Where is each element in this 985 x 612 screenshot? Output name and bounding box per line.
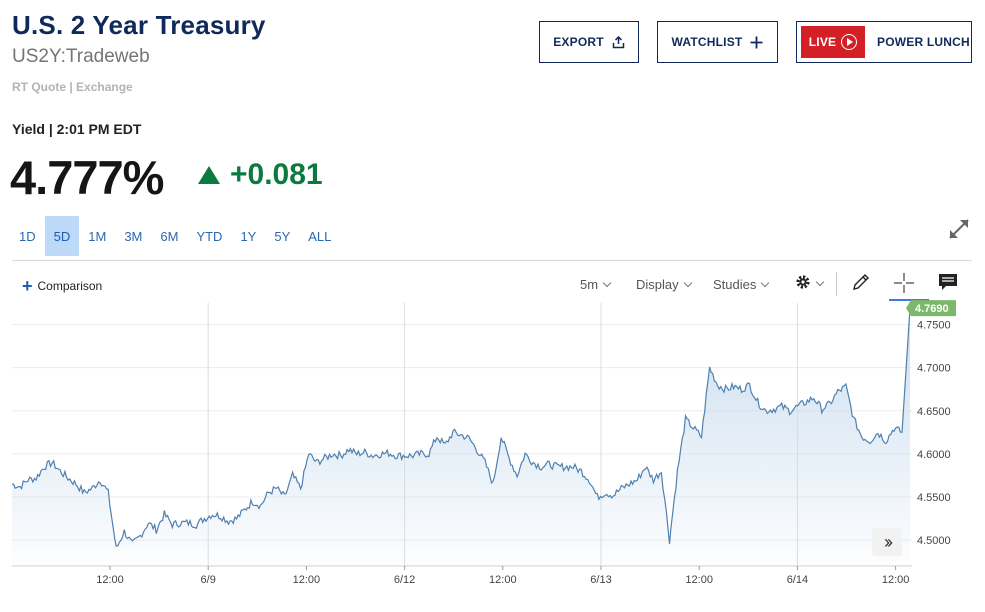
x-tick-label: 12:00 — [882, 574, 910, 586]
interval-label: 5m — [580, 277, 599, 292]
y-tick-label: 4.7000 — [917, 363, 951, 375]
display-label: Display — [636, 277, 679, 292]
range-5y[interactable]: 5Y — [274, 228, 291, 244]
x-tick-label: 6/9 — [201, 574, 216, 586]
chevron-down-icon — [761, 278, 770, 288]
studies-label: Studies — [713, 277, 757, 292]
play-icon — [841, 34, 858, 50]
price-chart[interactable]: 4.5000 4.5500 4.6000 4.6500 4.7000 4.7500 12:… — [0, 300, 985, 590]
page-title: U.S. 2 Year Treasury — [12, 10, 266, 40]
x-tick-label: 12:00 — [489, 574, 517, 586]
studies-dropdown[interactable]: Studies — [713, 277, 770, 292]
plus-icon — [750, 36, 763, 49]
share-icon — [612, 35, 625, 49]
range-6m[interactable]: 6M — [160, 228, 179, 244]
live-tv-button[interactable]: LIVE POWER LUNCH — [796, 21, 972, 63]
range-5d[interactable]: 5D — [44, 216, 80, 256]
expand-icon[interactable] — [946, 216, 972, 247]
x-tick-label: 12:00 — [685, 574, 713, 586]
gear-icon — [795, 274, 811, 293]
display-dropdown[interactable]: Display — [636, 277, 692, 292]
chevron-down-icon — [602, 278, 612, 288]
settings-dropdown[interactable] — [795, 274, 825, 293]
plus-icon: + — [22, 276, 33, 296]
last-price: 4.777% — [10, 151, 164, 204]
range-all[interactable]: ALL — [308, 228, 332, 244]
x-tick-label: 6/13 — [590, 574, 611, 586]
chart-line — [11, 308, 911, 547]
comparison-label: Comparison — [37, 279, 103, 293]
chart-canvas: 4.5000 4.5500 4.6000 4.6500 4.7000 4.7500 12:… — [11, 300, 956, 586]
y-tick-label: 4.6000 — [917, 449, 951, 461]
chevron-down-icon — [683, 278, 692, 288]
last-value-label: 4.7690 — [906, 300, 956, 317]
x-tick-label: 12:00 — [293, 574, 321, 586]
yield-timestamp: Yield | 2:01 PM EDT — [12, 121, 142, 137]
toolbar-divider — [12, 260, 972, 261]
y-tick-label: 4.6500 — [917, 406, 951, 418]
pencil-icon[interactable] — [851, 272, 871, 297]
chevron-down-icon — [815, 277, 825, 287]
interval-dropdown[interactable]: 5m — [580, 277, 612, 292]
ticker-symbol: US2Y:Tradeweb — [12, 46, 150, 67]
chart-area-fill — [12, 308, 910, 566]
x-tick-label: 6/14 — [787, 574, 808, 586]
x-tick-label: 12:00 — [96, 574, 124, 586]
live-show-label: POWER LUNCH — [877, 35, 970, 49]
range-selector: 1D 5D 1M 3M 6M YTD 1Y 5Y ALL — [10, 216, 340, 256]
live-badge: LIVE — [801, 26, 865, 58]
range-3m[interactable]: 3M — [124, 228, 143, 244]
range-ytd[interactable]: YTD — [196, 228, 223, 244]
comment-icon[interactable] — [938, 273, 958, 296]
double-chevron-right-icon: ›› — [884, 531, 893, 552]
crosshair-icon[interactable] — [893, 272, 915, 299]
y-tick-label: 4.7500 — [917, 320, 951, 332]
watchlist-button[interactable]: WATCHLIST — [657, 21, 778, 63]
watchlist-label: WATCHLIST — [671, 35, 743, 49]
x-tick-label: 6/12 — [394, 574, 415, 586]
quote-source: RT Quote | Exchange — [12, 80, 133, 94]
up-arrow-icon — [198, 166, 220, 184]
y-tick-label: 4.5000 — [917, 535, 951, 547]
comparison-button[interactable]: + Comparison — [22, 276, 103, 296]
price-change: +0.081 — [230, 158, 323, 191]
range-1d[interactable]: 1D — [19, 228, 36, 244]
scroll-to-latest-button[interactable]: ›› — [872, 528, 902, 556]
range-1m[interactable]: 1M — [88, 228, 107, 244]
y-tick-label: 4.5500 — [917, 492, 951, 504]
toolbar-separator — [836, 272, 837, 296]
range-1y[interactable]: 1Y — [240, 228, 257, 244]
export-button[interactable]: EXPORT — [539, 21, 639, 63]
svg-text:4.7690: 4.7690 — [915, 303, 949, 315]
export-label: EXPORT — [553, 35, 604, 49]
crosshair-active-indicator — [889, 299, 929, 301]
